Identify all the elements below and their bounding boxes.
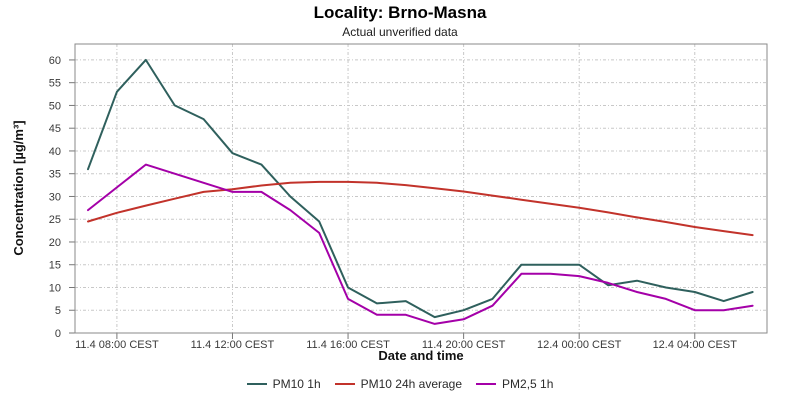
legend-swatch [246, 383, 267, 385]
legend-label: PM2,5 1h [502, 377, 554, 391]
x-tick-label: 11.4 08:00 CEST [75, 339, 159, 351]
legend-swatch [334, 383, 355, 385]
y-tick-label: 35 [49, 169, 61, 181]
x-tick-label: 11.4 16:00 CEST [306, 339, 390, 351]
legend-item: PM10 24h average [334, 377, 463, 391]
legend-item: PM10 1h [246, 377, 321, 391]
legend: PM10 1h PM10 24h average PM2,5 1h [0, 375, 800, 393]
y-tick-label: 25 [49, 214, 61, 226]
y-tick-label: 40 [49, 146, 61, 158]
y-tick-label: 50 [49, 100, 61, 112]
series-line-pm10-1h [87, 58, 754, 319]
y-tick-label: 15 [49, 260, 61, 272]
y-tick-label: 5 [55, 305, 61, 317]
x-axis-title: Date and time [378, 348, 464, 363]
x-tick-label: 12.4 00:00 CEST [537, 339, 622, 351]
y-tick-label: 0 [55, 328, 61, 340]
y-tick-label: 20 [49, 237, 61, 249]
chart-title: Locality: Brno-Masna [313, 3, 487, 22]
series-line-pm10-24h-average [87, 180, 754, 237]
legend-item: PM2,5 1h [476, 377, 553, 391]
series-line-pm2-5-1h [87, 163, 754, 325]
legend-label: PM10 24h average [360, 377, 463, 391]
plot-frame [74, 43, 768, 334]
y-tick-label: 55 [49, 78, 61, 90]
legend-swatch [476, 383, 497, 385]
x-tick-label: 11.4 20:00 CEST [422, 339, 506, 351]
y-tick-label: 30 [49, 191, 61, 203]
y-tick-label: 45 [49, 123, 61, 135]
y-tick-label: 10 [49, 282, 61, 294]
legend-label: PM10 1h [272, 377, 321, 391]
chart-subtitle: Actual unverified data [342, 25, 458, 39]
y-tick-label: 60 [49, 55, 61, 67]
x-tick-label: 12.4 04:00 CEST [653, 339, 738, 351]
x-tick-label: 11.4 12:00 CEST [191, 339, 275, 351]
